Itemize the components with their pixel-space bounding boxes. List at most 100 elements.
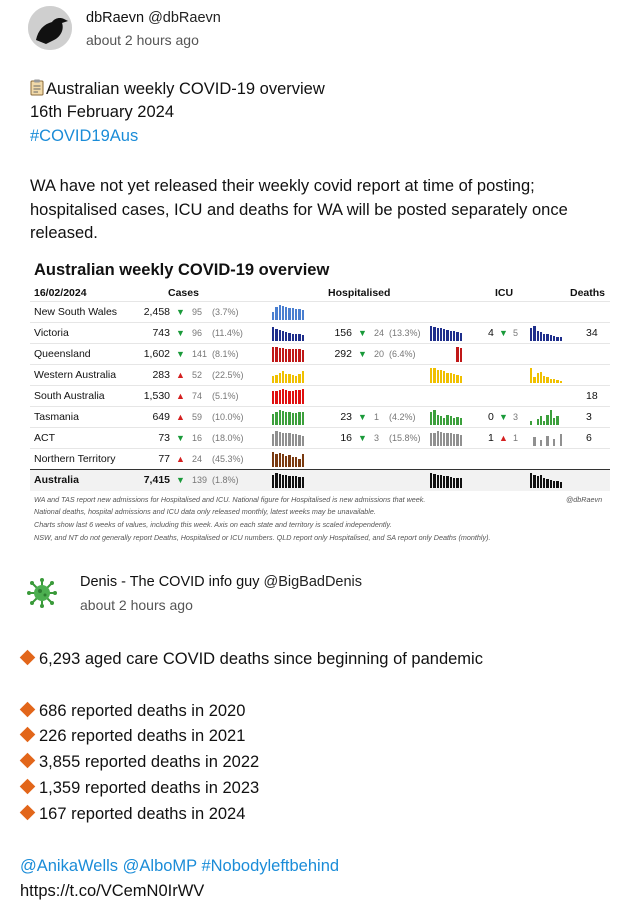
state-name: Tasmania: [34, 411, 79, 423]
header-cases: Cases: [168, 287, 199, 299]
trend-bar: [453, 477, 456, 488]
trend-bar: [453, 374, 456, 383]
post-1-author[interactable]: dbRaevn @dbRaevn: [86, 10, 221, 26]
trend-bar: [553, 438, 556, 446]
cases-value: 283: [152, 369, 170, 381]
trend-bar: [553, 335, 556, 341]
trend-bar: [301, 435, 304, 446]
post-2-line: 6,293 aged care COVID deaths since begin…: [19, 648, 483, 670]
down-arrow-icon: ▼: [358, 412, 367, 422]
trend-bar: [546, 479, 549, 488]
trend-bar: [281, 347, 285, 362]
trend-bar: [546, 377, 549, 383]
trend-bar: [459, 347, 462, 362]
trend-bar: [291, 456, 295, 467]
trend-bar: [459, 434, 462, 446]
trend-bar: [543, 420, 546, 425]
cases-value: 73: [158, 432, 170, 444]
trend-bar: [285, 348, 288, 362]
trend-bar: [272, 375, 275, 383]
trend-bar: [288, 455, 291, 467]
trend-bar: [433, 473, 436, 488]
trend-bar: [278, 372, 281, 383]
hospitalised-value: 156: [334, 327, 352, 339]
header-hospitalised: Hospitalised: [328, 287, 391, 299]
trend-bar: [295, 308, 298, 320]
header-icu: ICU: [495, 287, 514, 299]
trend-bar: [285, 475, 288, 488]
post-2-avatar[interactable]: [26, 577, 58, 609]
down-arrow-icon: ▼: [176, 475, 185, 485]
trend-bar: [288, 412, 291, 425]
trend-bar: [449, 373, 453, 383]
table-date: 16/02/2024: [34, 287, 87, 299]
post-1-timestamp[interactable]: about 2 hours ago: [86, 32, 199, 48]
trend-bar: [298, 476, 301, 488]
post-2-url-link[interactable]: https://t.co/VCemN0IrWV: [20, 882, 205, 900]
trend-bar: [298, 334, 301, 341]
trend-bar: [533, 437, 536, 446]
covid-overview-table-image[interactable]: Australian weekly COVID-19 overview 16/0…: [26, 258, 614, 550]
icu-trend-chart: [530, 368, 562, 383]
trend-bar: [295, 375, 298, 383]
table-row: Tasmania 649 ▲ 59 (10.0%) 23 ▼ 1 (4.2%) 0 ▼ 3 3: [30, 406, 610, 428]
cases-change: 95: [192, 307, 203, 317]
post-1-date: 16th February 2024: [30, 103, 175, 121]
trend-bar: [530, 327, 533, 341]
state-name: Northern Territory: [34, 453, 116, 465]
trend-bar: [456, 374, 459, 383]
post-2-mentions-link[interactable]: @AnikaWells @AlboMP #Nobodyleftbehind: [20, 857, 340, 875]
cases-change: 16: [192, 433, 203, 443]
icu-value: 4: [488, 327, 494, 339]
trend-bar: [288, 390, 291, 404]
trend-bar: [281, 305, 285, 320]
state-name: New South Wales: [34, 306, 118, 318]
trend-bar: [298, 458, 301, 467]
cases-change-pct: (1.8%): [212, 475, 239, 485]
trend-bar: [459, 417, 462, 425]
post-2-line-text: 3,855 reported deaths in 2022: [39, 753, 260, 771]
post-1-body-line: released.: [30, 224, 98, 242]
trend-bar: [278, 452, 281, 467]
trend-bar: [301, 335, 304, 341]
trend-bar: [278, 431, 281, 446]
post-1-avatar[interactable]: [28, 6, 72, 50]
trend-bar: [459, 332, 462, 341]
table-title: Australian weekly COVID-19 overview: [34, 261, 330, 279]
cases-trend-chart: [272, 326, 304, 341]
cases-trend-chart: [272, 473, 304, 488]
cases-change: 96: [192, 328, 203, 338]
trend-bar: [301, 371, 304, 383]
post-1-hashtag-link[interactable]: #COVID19Aus: [30, 127, 139, 145]
trend-bar: [556, 416, 559, 425]
trend-bar: [301, 476, 304, 488]
trend-bar: [295, 349, 298, 362]
up-arrow-icon: ▲: [499, 433, 508, 443]
table-row: Victoria 743 ▼ 96 (11.4%) 156 ▼ 24 (13.3%) 4 ▼ 5 34: [30, 322, 610, 344]
hospitalised-trend-chart: [430, 347, 462, 362]
trend-bar: [543, 375, 546, 383]
trend-bar: [298, 309, 301, 320]
trend-bar: [278, 473, 281, 488]
trend-bar: [275, 473, 278, 488]
trend-bar: [278, 389, 281, 404]
up-arrow-icon: ▲: [176, 454, 185, 464]
trend-bar: [536, 476, 539, 488]
hospitalised-change-pct: (13.3%): [389, 328, 421, 338]
up-arrow-icon: ▲: [176, 391, 185, 401]
trend-bar: [439, 475, 443, 488]
trend-bar: [539, 475, 543, 488]
post-2-line: 1,359 reported deaths in 2023: [19, 777, 259, 799]
state-name: South Australia: [34, 390, 105, 402]
trend-bar: [281, 371, 285, 383]
trend-bar: [285, 455, 288, 467]
trend-bar: [456, 332, 459, 341]
post-2-timestamp[interactable]: about 2 hours ago: [80, 597, 193, 613]
cases-trend-chart: [272, 452, 304, 467]
hospitalised-trend-chart: [430, 368, 462, 383]
post-2-author[interactable]: Denis - The COVID info guy @BigBadDenis: [80, 574, 362, 590]
trend-bar: [301, 309, 304, 320]
trend-bar: [295, 476, 298, 488]
deaths-value: 34: [586, 327, 598, 339]
trend-bar: [446, 476, 449, 488]
